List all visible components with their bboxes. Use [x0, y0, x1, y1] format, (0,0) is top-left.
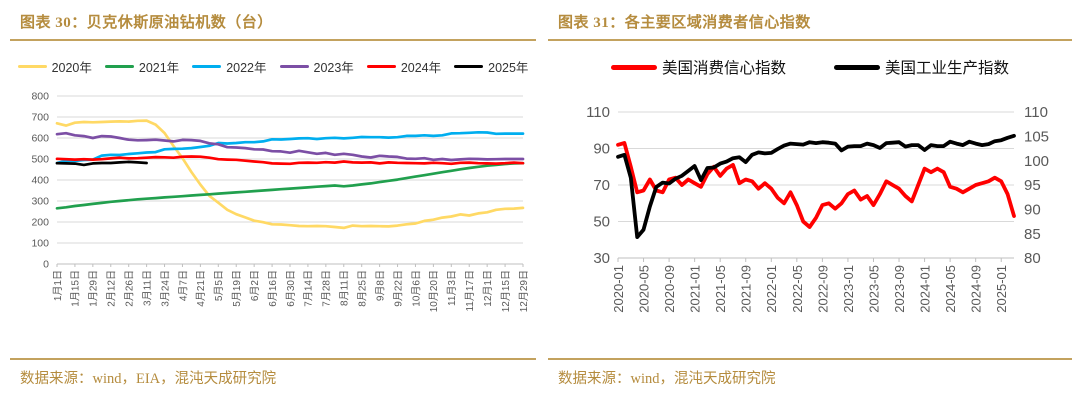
svg-text:10月6日: 10月6日 — [410, 270, 422, 307]
legend-label: 美国工业生产指数 — [885, 60, 1010, 77]
figure-31-source: 数据来源：wind，混沌天成研究院 — [548, 358, 1072, 388]
legend-swatch-icon — [279, 64, 309, 69]
legend-swatch-icon — [192, 64, 222, 69]
svg-text:9月22日: 9月22日 — [392, 270, 404, 307]
svg-text:200: 200 — [31, 217, 49, 229]
svg-text:12月29日: 12月29日 — [518, 270, 530, 312]
svg-text:2023-05: 2023-05 — [866, 265, 881, 313]
legend-swatch-icon — [104, 64, 134, 69]
svg-text:2021-05: 2021-05 — [713, 265, 728, 313]
svg-text:12月15日: 12月15日 — [500, 270, 512, 312]
svg-text:700: 700 — [31, 112, 49, 124]
svg-text:5月19日: 5月19日 — [231, 270, 243, 307]
svg-text:4月7日: 4月7日 — [177, 270, 189, 301]
legend-swatch-icon — [366, 64, 396, 69]
svg-text:0: 0 — [43, 259, 49, 271]
svg-text:95: 95 — [1024, 177, 1041, 194]
svg-text:2024-01: 2024-01 — [918, 265, 933, 313]
svg-text:11月17日: 11月17日 — [464, 270, 476, 312]
svg-text:70: 70 — [593, 177, 610, 194]
svg-text:2022-05: 2022-05 — [790, 265, 805, 313]
svg-text:500: 500 — [31, 154, 49, 166]
figure-31-chart-consumer-confidence: 30 50 70 90 110 80 85 90 95 100 105 110 2020-01 2020-… — [586, 104, 1049, 313]
svg-text:600: 600 — [31, 133, 49, 145]
legend-label: 2024年 — [400, 61, 442, 75]
svg-text:105: 105 — [1024, 128, 1049, 145]
svg-text:90: 90 — [1024, 201, 1041, 218]
svg-text:6月30日: 6月30日 — [285, 270, 297, 307]
legend-label: 2022年 — [226, 61, 267, 75]
legend-item-0[interactable]: 2020年 — [17, 57, 92, 76]
svg-text:2024-09: 2024-09 — [969, 265, 984, 313]
svg-text:12月1日: 12月1日 — [482, 270, 494, 307]
svg-text:50: 50 — [593, 214, 610, 231]
svg-text:3月11日: 3月11日 — [141, 270, 153, 306]
svg-text:2月12日: 2月12日 — [106, 270, 118, 307]
svg-text:1月29日: 1月29日 — [88, 270, 100, 307]
svg-text:6月2日: 6月2日 — [249, 270, 261, 301]
svg-text:400: 400 — [31, 175, 49, 187]
svg-text:80: 80 — [1024, 250, 1041, 267]
svg-text:100: 100 — [31, 238, 49, 250]
svg-text:4月21日: 4月21日 — [195, 270, 207, 307]
svg-text:11月3日: 11月3日 — [446, 270, 458, 306]
svg-text:2022-01: 2022-01 — [764, 265, 779, 313]
svg-text:6月16日: 6月16日 — [267, 270, 279, 307]
svg-text:3月24日: 3月24日 — [159, 270, 171, 307]
legend-item-3[interactable]: 2023年 — [279, 57, 354, 76]
svg-text:2020-01: 2020-01 — [611, 265, 626, 313]
legend-item-1[interactable]: 美国工业生产指数 — [834, 56, 1009, 78]
legend-label: 2020年 — [51, 61, 92, 75]
svg-text:2024-05: 2024-05 — [943, 265, 958, 313]
legend-label: 2025年 — [488, 61, 529, 75]
legend-label: 美国消费信心指数 — [661, 60, 786, 77]
legend-item-2[interactable]: 2022年 — [192, 57, 267, 76]
figure-30-title: 图表 30：贝克休斯原油钻机数（台） — [10, 0, 536, 41]
svg-text:110: 110 — [586, 104, 610, 121]
svg-text:2020-09: 2020-09 — [662, 265, 677, 313]
legend-item-5[interactable]: 2025年 — [454, 57, 528, 76]
svg-text:7月14日: 7月14日 — [303, 270, 315, 307]
legend-item-0[interactable]: 美国消费信心指数 — [610, 56, 786, 78]
svg-text:2021-09: 2021-09 — [739, 265, 754, 313]
legend-swatch-icon — [17, 64, 47, 69]
svg-text:300: 300 — [31, 196, 49, 208]
svg-text:8月11日: 8月11日 — [339, 270, 351, 306]
legend-item-1[interactable]: 2021年 — [104, 57, 180, 76]
svg-text:90: 90 — [593, 141, 610, 158]
figure-30-source: 数据来源：wind，EIA，混沌天成研究院 — [10, 358, 536, 388]
svg-text:2025-01: 2025-01 — [994, 265, 1009, 313]
svg-text:9月8日: 9月8日 — [374, 270, 386, 301]
svg-text:2023-09: 2023-09 — [892, 265, 907, 313]
svg-text:1月15日: 1月15日 — [70, 270, 82, 307]
legend-swatch-icon — [610, 64, 657, 70]
svg-text:800: 800 — [31, 91, 49, 103]
svg-text:2022-09: 2022-09 — [815, 265, 830, 313]
svg-text:10月20日: 10月20日 — [428, 270, 440, 312]
svg-text:1月1日: 1月1日 — [52, 270, 64, 301]
legend-label: 2023年 — [313, 61, 354, 75]
figure-31-legend: 美国消费信心指数 美国工业生产指数 — [548, 56, 1072, 78]
figure-30-legend: 2020年 2021年 2022年 2023年 2024年 2025年 — [10, 57, 536, 76]
svg-text:7月28日: 7月28日 — [321, 270, 333, 307]
figure-31-panel: 图表 31：各主要区域消费者信心指数 美国消费信心指数 美国工业生产指数 30 50… — [548, 0, 1072, 405]
legend-label: 2021年 — [138, 61, 180, 75]
svg-text:2020-05: 2020-05 — [636, 265, 651, 313]
legend-item-4[interactable]: 2024年 — [366, 57, 442, 76]
svg-text:85: 85 — [1024, 226, 1041, 243]
figure-31-title: 图表 31：各主要区域消费者信心指数 — [548, 0, 1072, 41]
legend-swatch-icon — [834, 64, 880, 70]
svg-text:100: 100 — [1024, 153, 1049, 170]
svg-text:5月5日: 5月5日 — [213, 270, 225, 301]
figure-30-chart-baker-hughes-oil-rig-count: 0 100 200 300 400 500 600 700 800 1月1日 1月15日 1月29日 2… — [31, 91, 530, 313]
svg-text:8月25日: 8月25日 — [356, 270, 368, 307]
svg-text:30: 30 — [593, 250, 610, 267]
svg-text:2月26日: 2月26日 — [123, 270, 135, 307]
figure-30-panel: 图表 30：贝克休斯原油钻机数（台） 2020年 2021年 2022年 2023年 2… — [10, 0, 536, 405]
svg-text:110: 110 — [1024, 104, 1048, 121]
svg-text:2021-01: 2021-01 — [688, 265, 703, 313]
legend-swatch-icon — [454, 64, 484, 69]
svg-text:2023-01: 2023-01 — [841, 265, 856, 313]
